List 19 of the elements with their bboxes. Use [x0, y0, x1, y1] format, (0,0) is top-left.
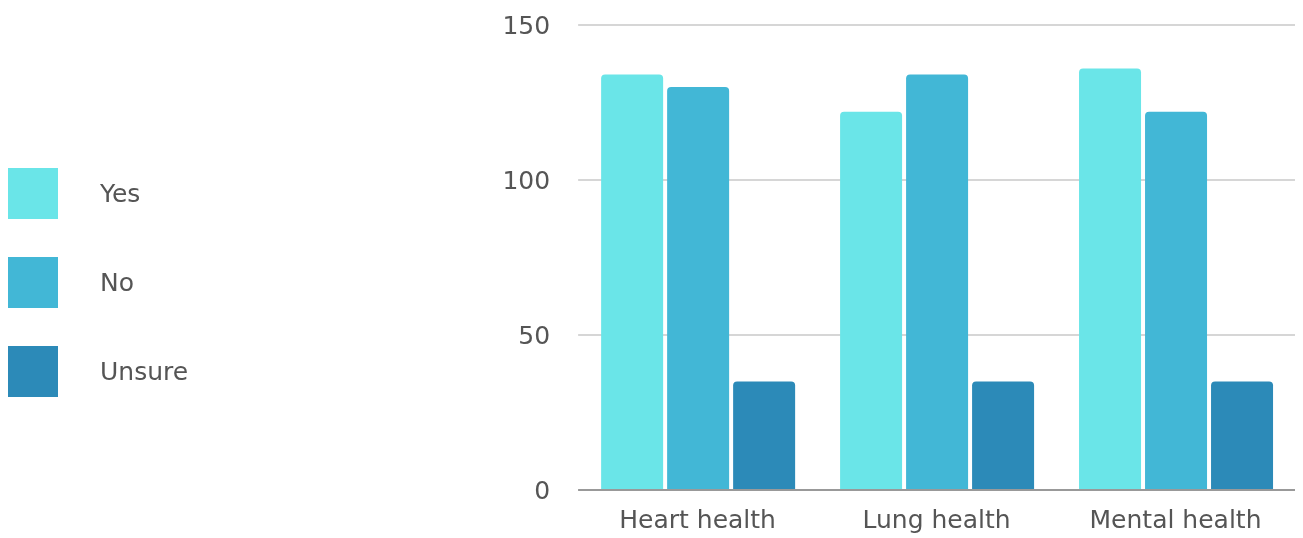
- legend-label: Yes: [100, 179, 141, 208]
- bar: [601, 74, 664, 490]
- legend-label: Unsure: [100, 357, 189, 386]
- bar: [667, 87, 730, 490]
- bar: [840, 111, 903, 490]
- bar: [1145, 111, 1208, 490]
- bar: [1079, 68, 1142, 490]
- y-tick-label: 100: [502, 165, 551, 195]
- bar: [1211, 381, 1274, 490]
- bar: [906, 74, 969, 490]
- y-tick-label: 50: [518, 320, 551, 350]
- bar: [972, 381, 1035, 490]
- bar: [733, 381, 796, 490]
- y-tick-label: 0: [534, 475, 551, 505]
- legend-label: No: [100, 268, 134, 297]
- x-tick-label: Heart health: [619, 504, 776, 534]
- y-tick-label: 150: [502, 10, 551, 40]
- x-tick-label: Lung health: [862, 504, 1011, 534]
- x-tick-label: Mental health: [1089, 504, 1262, 534]
